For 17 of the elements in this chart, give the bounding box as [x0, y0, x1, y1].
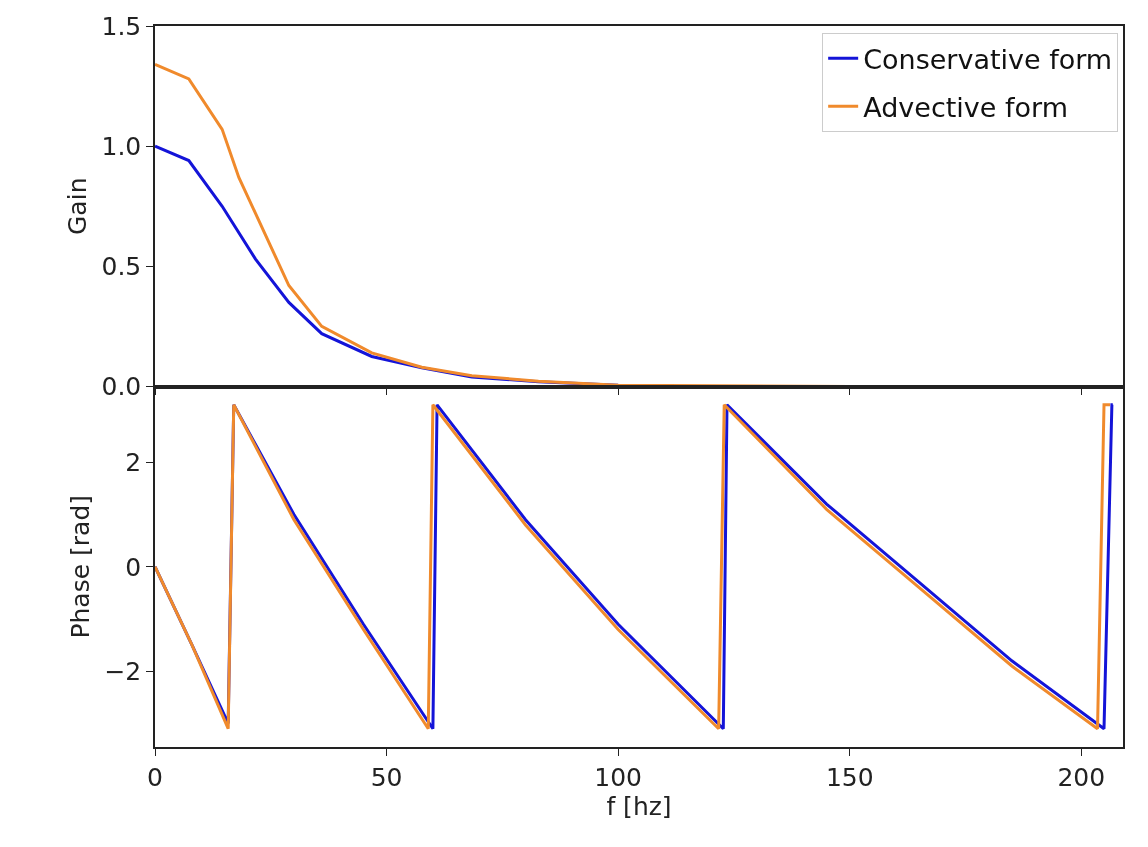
- y-tick-label: 2: [125, 448, 142, 478]
- y-tick-label: 0.0: [101, 372, 142, 402]
- y-tick-label: 1.5: [101, 11, 142, 41]
- legend-label: Advective form: [863, 91, 1068, 123]
- legend-label: Conservative form: [863, 43, 1113, 75]
- y-axis-title: Gain: [62, 177, 92, 235]
- y-tick-label: 0: [125, 552, 142, 582]
- x-axis-title: f [hz]: [606, 791, 672, 821]
- y-tick-label: 0.5: [101, 252, 142, 282]
- x-tick-label: 150: [825, 762, 874, 792]
- y-tick-label: −2: [104, 656, 142, 686]
- x-tick-label: 0: [147, 762, 163, 792]
- x-tick-label: 200: [1057, 762, 1106, 792]
- y-axis-title: Phase [rad]: [65, 494, 95, 639]
- y-tick-label: 1.0: [101, 131, 142, 161]
- x-tick-label: 50: [370, 762, 403, 792]
- x-tick-label: 100: [594, 762, 643, 792]
